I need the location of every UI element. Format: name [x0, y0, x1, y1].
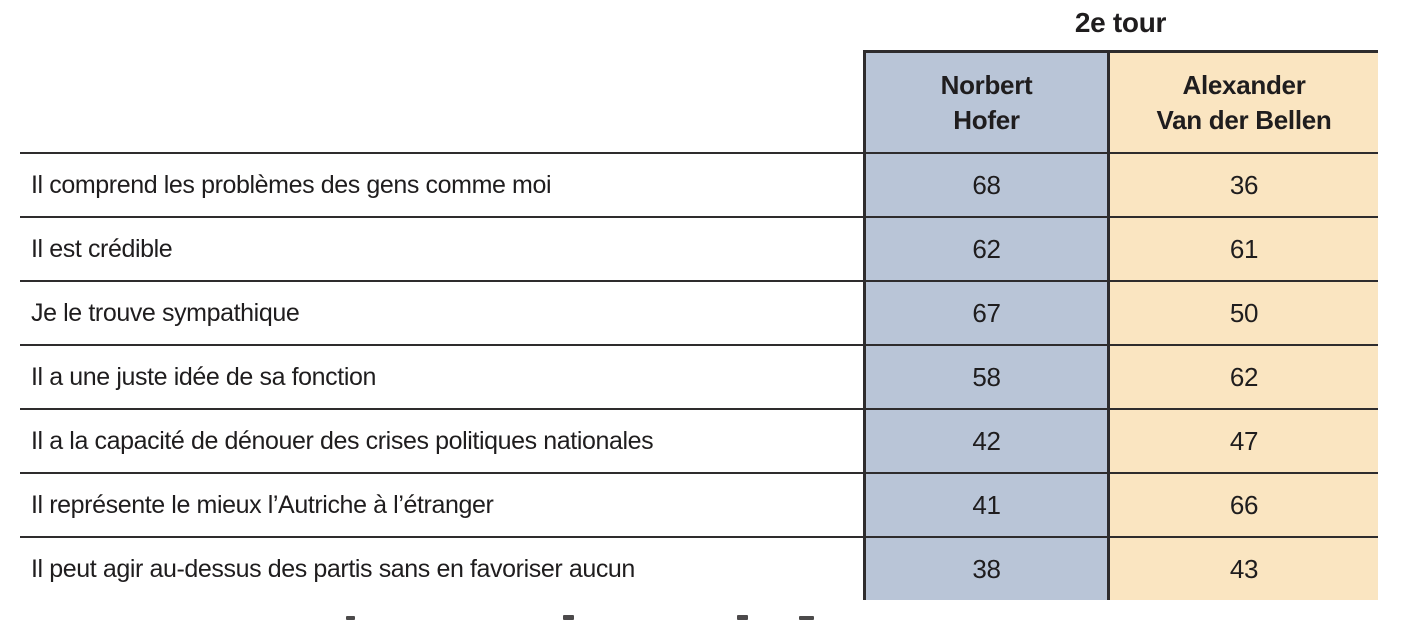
column-header-vanderbellen-line2: Van der Bellen [1156, 104, 1332, 135]
value-hofer: 38 [863, 536, 1110, 600]
cutoff-text-fragment [737, 615, 748, 620]
value-vanderbellen: 66 [1110, 472, 1378, 536]
row-label: Je le trouve sympathique [20, 280, 863, 344]
poll-results-table: Norbert Hofer Alexander Van der Bellen I… [20, 50, 1378, 600]
column-header-hofer-line1: Norbert [940, 70, 1033, 101]
cutoff-text-fragment [346, 616, 355, 620]
value-hofer: 62 [863, 216, 1110, 280]
value-hofer: 42 [863, 408, 1110, 472]
column-header-vanderbellen-line1: Alexander [1182, 70, 1306, 101]
column-header-hofer-line2: Hofer [953, 104, 1020, 135]
cutoff-text-fragment [563, 615, 574, 620]
header-empty-cell [20, 50, 863, 152]
value-vanderbellen: 50 [1110, 280, 1378, 344]
row-label: Il représente le mieux l’Autriche à l’ét… [20, 472, 863, 536]
value-vanderbellen: 47 [1110, 408, 1378, 472]
row-label: Il comprend les problèmes des gens comme… [20, 152, 863, 216]
value-hofer: 67 [863, 280, 1110, 344]
row-label: Il peut agir au-dessus des partis sans e… [20, 536, 863, 600]
table-title: 2e tour [1074, 7, 1167, 38]
row-label: Il a la capacité de dénouer des crises p… [20, 408, 863, 472]
row-label: Il est crédible [20, 216, 863, 280]
column-header-vanderbellen: Alexander Van der Bellen [1110, 50, 1378, 152]
value-vanderbellen: 62 [1110, 344, 1378, 408]
value-vanderbellen: 43 [1110, 536, 1378, 600]
row-label: Il a une juste idée de sa fonction [20, 344, 863, 408]
value-vanderbellen: 36 [1110, 152, 1378, 216]
column-header-hofer: Norbert Hofer [863, 50, 1110, 152]
value-hofer: 68 [863, 152, 1110, 216]
value-hofer: 41 [863, 472, 1110, 536]
cutoff-text-fragment [799, 616, 814, 620]
value-hofer: 58 [863, 344, 1110, 408]
value-vanderbellen: 61 [1110, 216, 1378, 280]
